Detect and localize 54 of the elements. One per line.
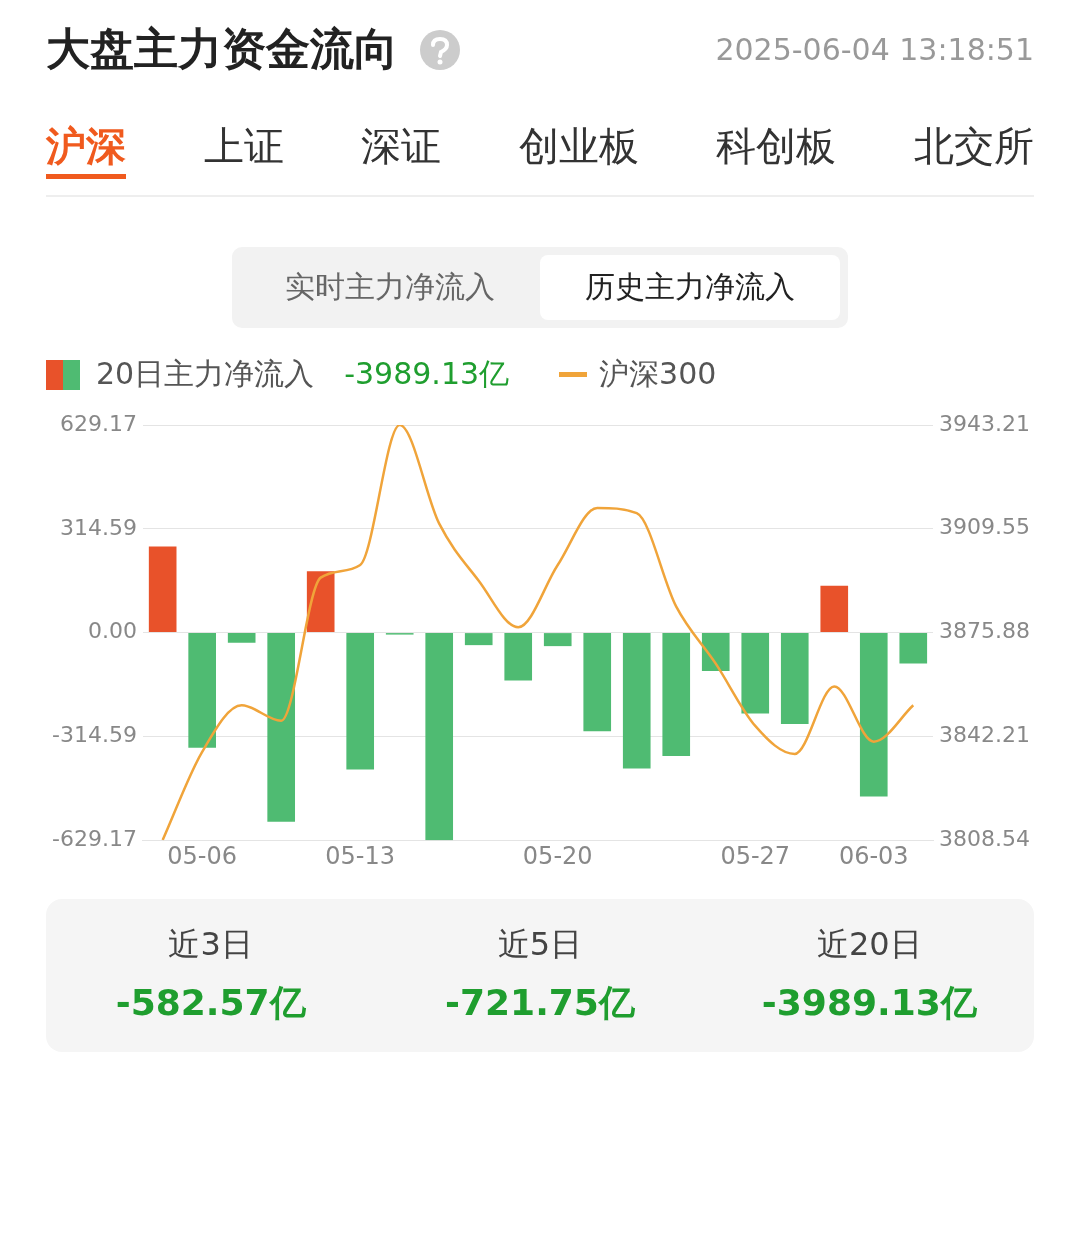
- x-tick-label: 05-27: [720, 841, 791, 870]
- text: -3989.13亿: [760, 981, 978, 1025]
- x-tick-label: 05-06: [167, 841, 238, 870]
- y2-tick-label: 3909.55: [939, 514, 1031, 540]
- bar: [148, 546, 177, 633]
- bar: [227, 633, 256, 643]
- bar: [622, 633, 651, 769]
- y-tick-label: 314.59: [59, 514, 137, 540]
- line-series: [161, 425, 915, 841]
- bar: [583, 633, 612, 732]
- text: 上证: [203, 122, 284, 171]
- text: 近5日: [496, 924, 584, 965]
- y-tick-label: -314.59: [52, 722, 137, 748]
- y-tick-label: -629.17: [52, 825, 137, 851]
- text: 实时主力净流入: [284, 268, 496, 306]
- y2-tick-label: 3842.21: [939, 722, 1031, 748]
- chart-subtitle: 2025-06-04 13:18:51: [715, 32, 1034, 67]
- bar: [662, 633, 691, 756]
- text: 近20日: [815, 924, 923, 965]
- y2-tick-label: 3875.88: [939, 618, 1031, 644]
- x-tick-label: 05-13: [325, 841, 396, 870]
- text: 深证: [361, 122, 442, 171]
- text: 创业板: [518, 122, 639, 171]
- bar: [701, 633, 730, 671]
- legend-label: 20日主力净流入: [96, 356, 315, 391]
- bar: [306, 571, 335, 633]
- bar: [346, 633, 375, 770]
- text: 北交所: [913, 122, 1034, 171]
- bar: [267, 633, 296, 822]
- bar: [780, 633, 809, 724]
- legend-label: 沪深300: [598, 355, 717, 393]
- text: 沪深: [46, 119, 126, 179]
- text: 历史主力净流入: [540, 255, 840, 320]
- x-tick-label: 05-20: [522, 841, 593, 870]
- bar: [188, 633, 216, 748]
- text: -3989.13亿: [344, 355, 510, 393]
- bar: [543, 633, 572, 647]
- y-tick-label: 0.00: [87, 618, 137, 644]
- y2-tick-label: 3943.21: [939, 410, 1031, 436]
- bar: [741, 633, 770, 714]
- text: -721.75亿: [444, 981, 636, 1025]
- text: -582.57亿: [114, 981, 307, 1025]
- bar: [464, 633, 493, 646]
- text: 科创板: [716, 122, 837, 171]
- bar: [425, 633, 454, 841]
- x-tick-label: 06-03: [838, 841, 909, 870]
- bar: [859, 633, 888, 797]
- bar: [504, 633, 533, 681]
- text: 近3日: [167, 924, 254, 965]
- bar: [820, 585, 849, 633]
- bar: [899, 633, 928, 664]
- y2-tick-label: 3808.54: [939, 825, 1031, 851]
- chart-title: 大盘主力资金流向: [46, 22, 399, 76]
- y-tick-label: 629.17: [59, 410, 137, 436]
